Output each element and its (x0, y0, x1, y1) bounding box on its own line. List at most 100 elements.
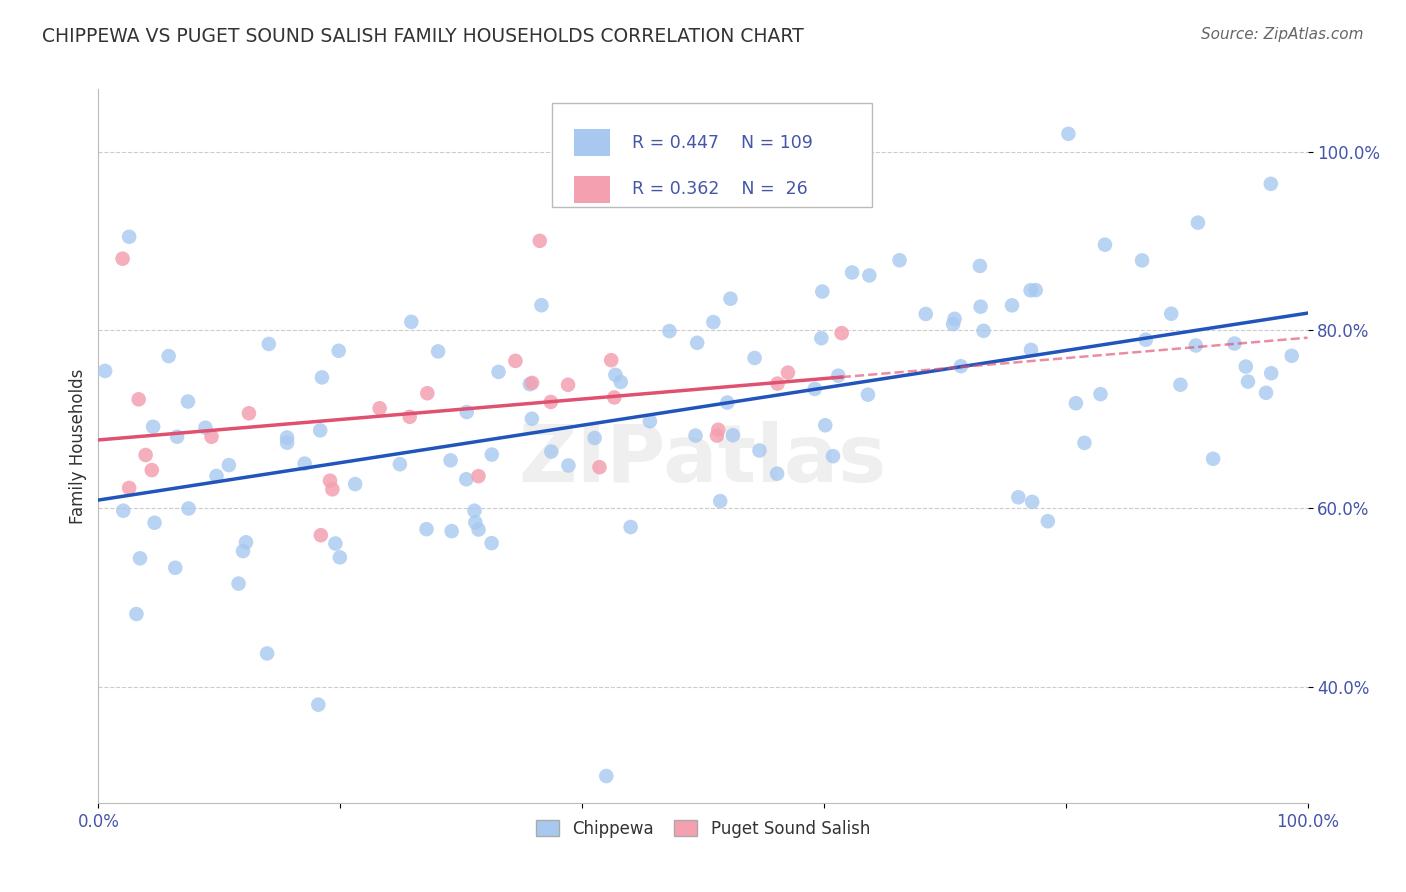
Point (889, 253, 911, 268)
Point (166, 430, 188, 444)
Point (706, 428, 728, 442)
Point (276, 430, 298, 444)
Point (620, 520, 643, 534)
Point (481, 448, 503, 462)
Point (709, 494, 731, 508)
Point (1223, 336, 1246, 351)
Point (530, 298, 553, 312)
Point (481, 536, 503, 550)
Point (520, 376, 543, 390)
Point (128, 392, 150, 407)
Point (1237, 375, 1260, 389)
Point (1021, 495, 1043, 509)
Point (519, 377, 541, 392)
Point (329, 550, 352, 565)
Text: R = 0.362    N =  26: R = 0.362 N = 26 (631, 180, 807, 198)
Point (540, 444, 562, 458)
Point (600, 353, 623, 368)
Point (1260, 177, 1282, 191)
Point (141, 463, 163, 477)
Point (969, 259, 991, 273)
Point (232, 544, 254, 558)
Point (157, 349, 180, 363)
Text: ZIPatlas: ZIPatlas (519, 421, 887, 500)
FancyBboxPatch shape (574, 176, 610, 202)
Point (143, 516, 166, 530)
Point (1007, 490, 1029, 504)
FancyBboxPatch shape (574, 129, 610, 156)
Point (1130, 253, 1153, 268)
Point (388, 457, 411, 471)
Point (416, 386, 439, 401)
Point (415, 522, 437, 536)
Point (321, 483, 343, 497)
Point (257, 337, 280, 351)
Point (811, 285, 834, 299)
Point (218, 458, 240, 472)
Point (1001, 298, 1024, 312)
Point (177, 394, 200, 409)
Point (1019, 343, 1042, 357)
Point (520, 411, 543, 425)
Point (595, 769, 617, 783)
Point (1073, 435, 1095, 450)
Point (658, 324, 681, 338)
Point (1025, 283, 1047, 297)
Point (456, 405, 478, 419)
Point (766, 376, 789, 391)
Point (603, 391, 626, 405)
Point (588, 460, 610, 475)
Point (328, 343, 350, 358)
Point (529, 234, 551, 248)
Point (307, 698, 329, 712)
Point (720, 292, 742, 306)
Point (557, 377, 579, 392)
Point (821, 449, 844, 463)
Point (125, 607, 148, 621)
Point (401, 315, 423, 329)
Text: Source: ZipAtlas.com: Source: ZipAtlas.com (1201, 27, 1364, 42)
Point (1036, 514, 1059, 528)
Point (1090, 387, 1112, 401)
Point (94, 364, 117, 378)
Point (505, 354, 527, 368)
Legend: Chippewa, Puget Sound Salish: Chippewa, Puget Sound Salish (529, 814, 877, 845)
Point (467, 523, 489, 537)
Point (914, 307, 936, 321)
Point (325, 536, 347, 550)
Point (294, 457, 316, 471)
Point (467, 469, 489, 483)
Point (205, 469, 228, 483)
Point (969, 300, 991, 314)
Point (721, 428, 744, 442)
Point (856, 387, 879, 401)
Point (776, 366, 799, 380)
Point (1254, 385, 1277, 400)
Point (439, 453, 461, 467)
Point (309, 528, 332, 542)
Point (142, 419, 165, 434)
Point (311, 370, 333, 384)
Point (685, 428, 707, 442)
Point (256, 647, 278, 661)
Point (1187, 216, 1209, 230)
Point (827, 368, 849, 383)
Point (716, 395, 738, 409)
Point (194, 420, 217, 434)
Point (368, 401, 391, 416)
Point (165, 560, 187, 574)
Point (841, 265, 863, 279)
Point (766, 467, 789, 481)
Point (583, 431, 606, 445)
FancyBboxPatch shape (551, 103, 872, 207)
Point (319, 474, 342, 488)
Point (1260, 366, 1282, 380)
Point (973, 324, 995, 338)
Point (488, 365, 510, 379)
Point (398, 409, 420, 424)
Text: CHIPPEWA VS PUGET SOUND SALISH FAMILY HOUSEHOLDS CORRELATION CHART: CHIPPEWA VS PUGET SOUND SALISH FAMILY HO… (42, 27, 804, 45)
Point (748, 443, 770, 458)
Point (464, 516, 486, 530)
Point (831, 326, 853, 340)
Point (1202, 451, 1225, 466)
